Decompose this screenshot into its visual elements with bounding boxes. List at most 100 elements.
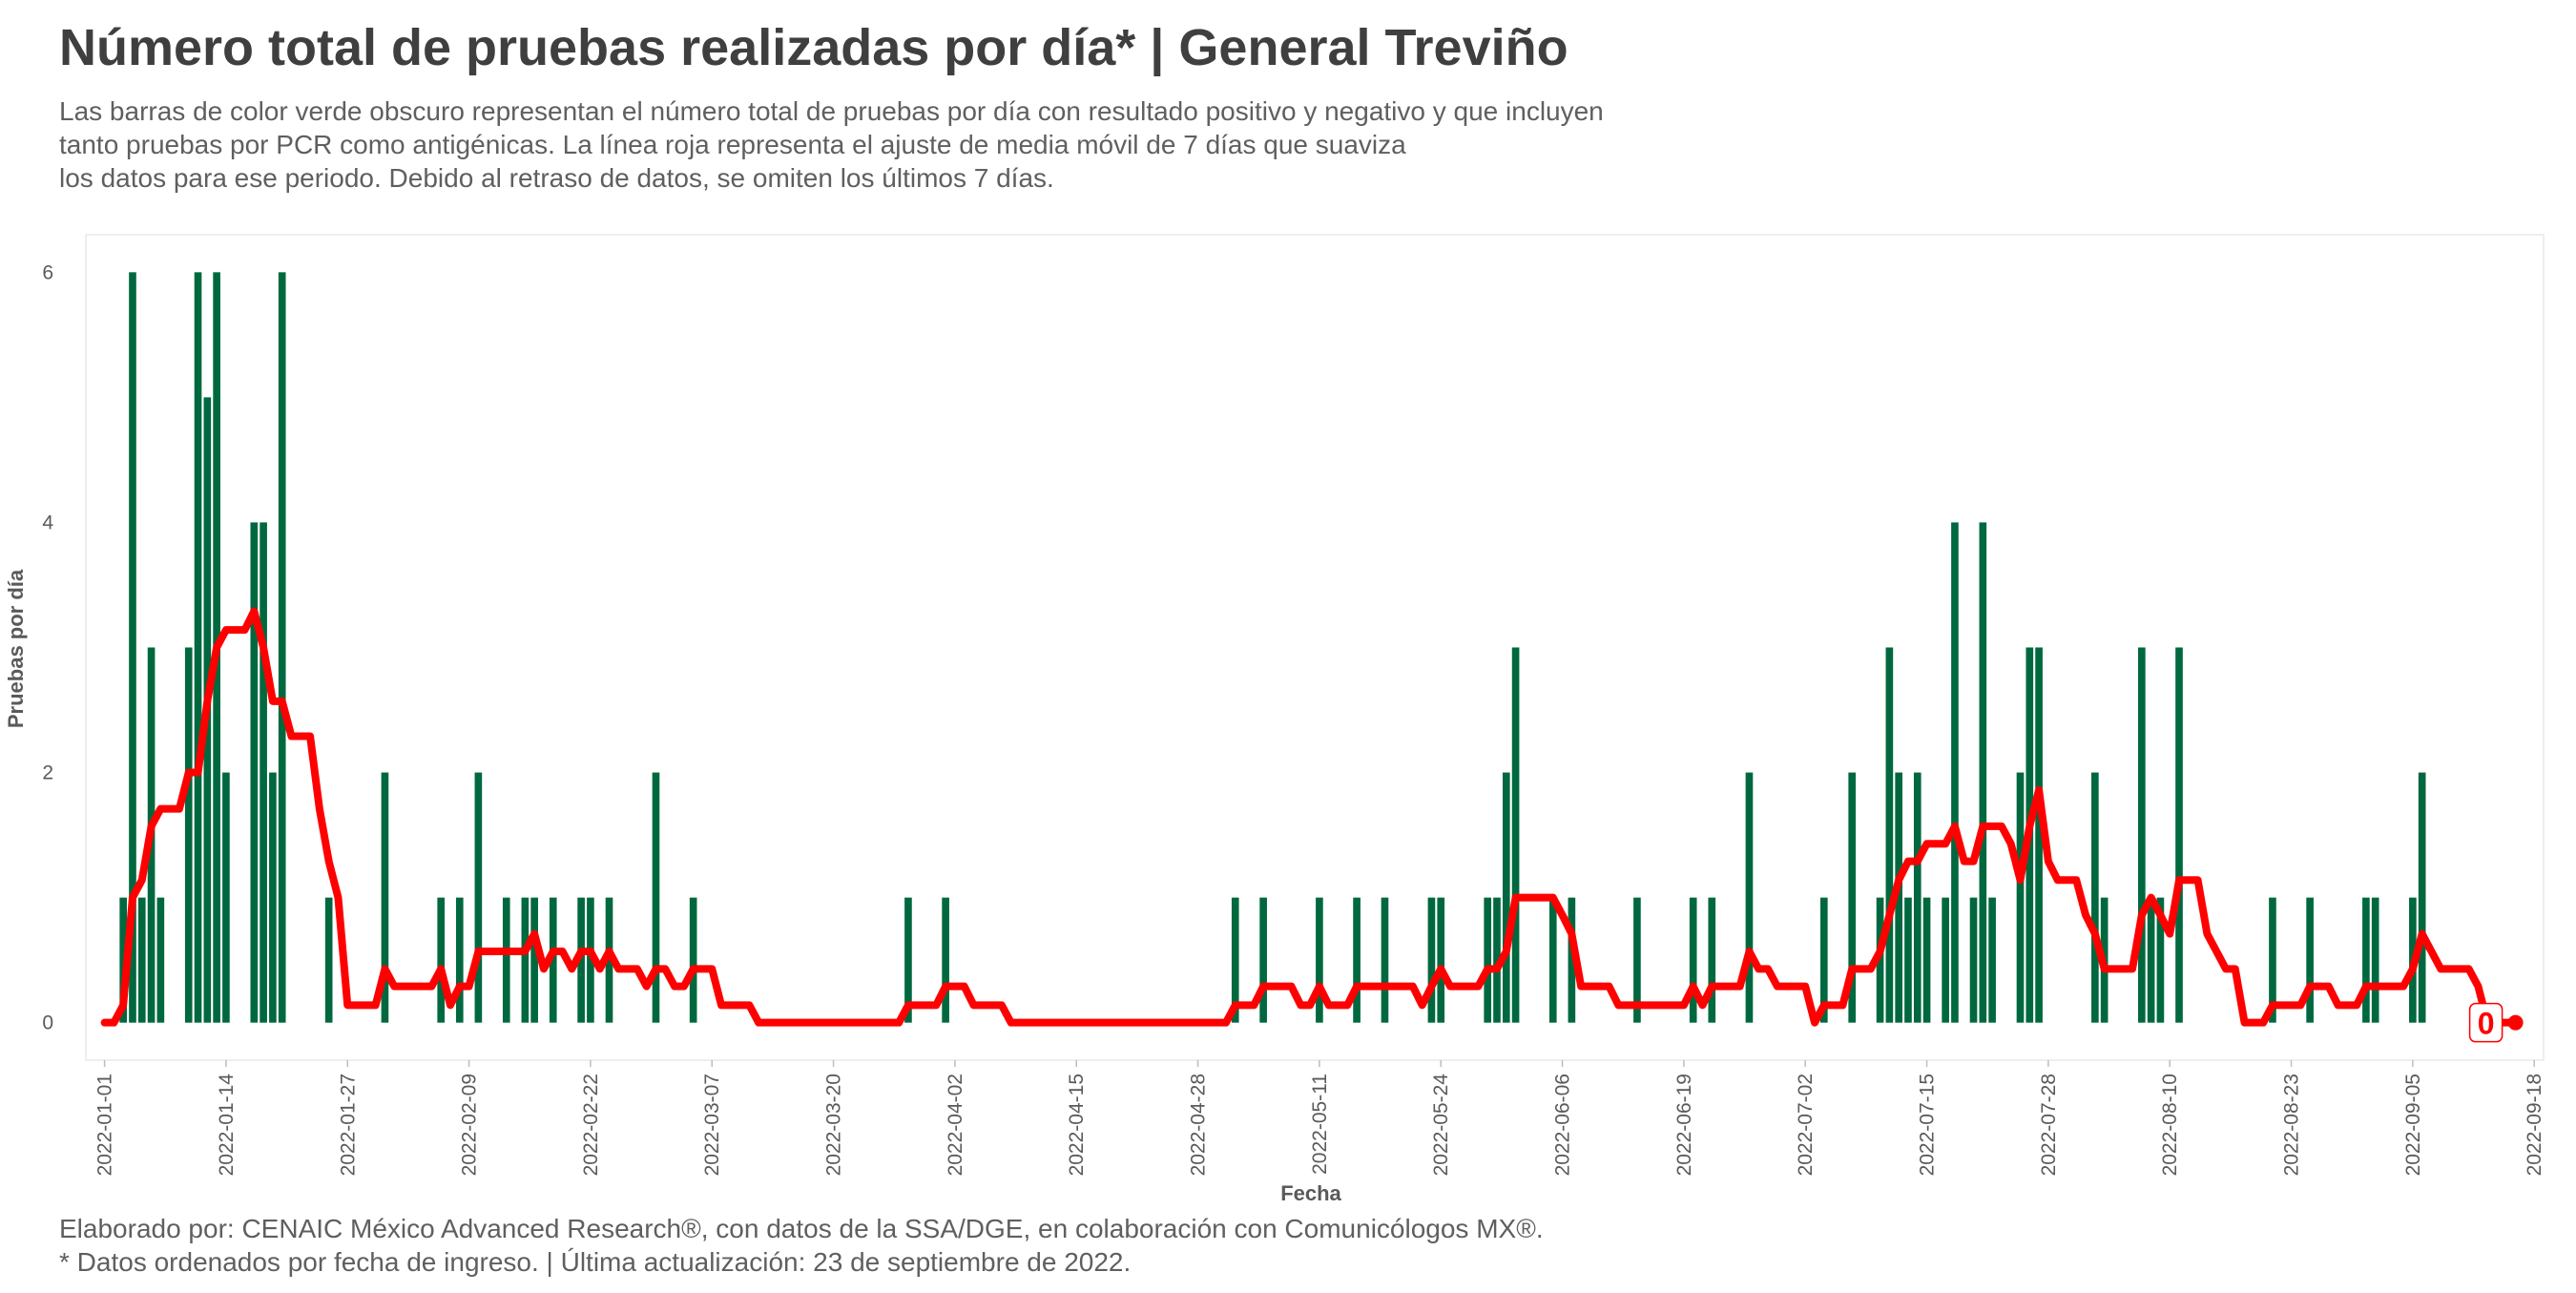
bar bbox=[137, 897, 146, 1023]
bar bbox=[1231, 897, 1239, 1023]
bar bbox=[1689, 897, 1697, 1023]
subtitle-line: los datos para ese periodo. Debido al re… bbox=[59, 163, 1054, 193]
x-tick-label: 2022-08-23 bbox=[2281, 1074, 2303, 1176]
bar bbox=[1951, 522, 1959, 1023]
moving-average-line bbox=[100, 607, 2520, 1027]
bar bbox=[1922, 897, 1931, 1023]
bar bbox=[1633, 897, 1641, 1023]
footer-line: Elaborado por: CENAIC México Advanced Re… bbox=[59, 1214, 1544, 1243]
footer-line: * Datos ordenados por fecha de ingreso. … bbox=[59, 1247, 1131, 1277]
bar bbox=[502, 897, 510, 1023]
bar bbox=[587, 897, 594, 1023]
bar bbox=[521, 897, 530, 1023]
x-tick-label: 2022-01-01 bbox=[94, 1074, 116, 1176]
bar bbox=[455, 897, 464, 1023]
x-tick-label: 2022-07-28 bbox=[2038, 1074, 2060, 1176]
bar bbox=[194, 272, 202, 1023]
x-tick-label: 2022-07-02 bbox=[1795, 1074, 1817, 1176]
end-label: 0 bbox=[2478, 1007, 2495, 1041]
bar bbox=[1568, 897, 1576, 1023]
bar bbox=[156, 897, 165, 1023]
bar bbox=[278, 272, 286, 1023]
bar bbox=[1427, 897, 1436, 1023]
bar bbox=[1848, 772, 1857, 1023]
bar bbox=[2016, 772, 2025, 1023]
bar bbox=[1988, 897, 1996, 1023]
bar bbox=[1484, 897, 1492, 1023]
bar bbox=[250, 522, 259, 1023]
bar bbox=[549, 897, 557, 1023]
bar bbox=[1819, 897, 1828, 1023]
x-tick-label: 2022-02-22 bbox=[580, 1074, 602, 1176]
y-tick-label: 6 bbox=[42, 261, 53, 283]
bar bbox=[2362, 897, 2370, 1023]
bar bbox=[2138, 647, 2146, 1023]
bar bbox=[1708, 897, 1716, 1023]
bar bbox=[1316, 897, 1323, 1023]
y-axis-title: Pruebas por día bbox=[4, 569, 28, 728]
x-tick-label: 2022-03-07 bbox=[701, 1074, 723, 1176]
bar bbox=[1904, 897, 1912, 1023]
x-tick-label: 2022-06-06 bbox=[1552, 1074, 1574, 1176]
bar bbox=[1979, 522, 1987, 1023]
bar bbox=[689, 897, 697, 1023]
bar bbox=[2035, 647, 2043, 1023]
y-tick-label: 2 bbox=[42, 762, 53, 784]
subtitle-line: Las barras de color verde obscuro repres… bbox=[59, 96, 1604, 126]
subtitle-line: tanto pruebas por PCR como antigénicas. … bbox=[59, 130, 1406, 159]
bar bbox=[222, 772, 230, 1023]
bar bbox=[2269, 897, 2276, 1023]
bar bbox=[1745, 772, 1754, 1023]
bar bbox=[2147, 897, 2155, 1023]
x-tick-label: 2022-04-02 bbox=[945, 1074, 966, 1176]
bar bbox=[2306, 897, 2314, 1023]
bar bbox=[1895, 772, 1902, 1023]
bar bbox=[324, 897, 333, 1023]
bar bbox=[2175, 647, 2183, 1023]
bar bbox=[1913, 772, 1922, 1023]
bar bbox=[2156, 897, 2165, 1023]
bar bbox=[381, 772, 389, 1023]
bar bbox=[652, 772, 660, 1023]
x-tick-label: 2022-03-20 bbox=[823, 1074, 845, 1176]
bar bbox=[605, 897, 613, 1023]
bar bbox=[1353, 897, 1361, 1023]
bar bbox=[1876, 897, 1884, 1023]
x-tick-label: 2022-06-19 bbox=[1673, 1074, 1695, 1176]
bar bbox=[2371, 897, 2379, 1023]
x-tick-label: 2022-04-15 bbox=[1066, 1074, 1088, 1176]
bar bbox=[1885, 647, 1894, 1023]
x-tick-label: 2022-05-11 bbox=[1309, 1074, 1331, 1175]
bar bbox=[1381, 897, 1389, 1023]
bar bbox=[474, 772, 483, 1023]
x-tick-label: 2022-05-24 bbox=[1430, 1074, 1452, 1177]
end-label-box bbox=[2468, 1002, 2503, 1043]
bar bbox=[1259, 897, 1267, 1023]
x-axis-title: Fecha bbox=[1280, 1181, 1341, 1205]
y-tick-label: 0 bbox=[42, 1012, 53, 1034]
bar bbox=[119, 897, 127, 1023]
bar bbox=[1942, 897, 1949, 1023]
bar bbox=[184, 647, 193, 1023]
bar bbox=[942, 897, 949, 1023]
bar bbox=[530, 897, 538, 1023]
bar bbox=[904, 897, 912, 1023]
chart-title: Número total de pruebas realizadas por d… bbox=[59, 19, 1568, 77]
end-point bbox=[2507, 1014, 2524, 1031]
plot-panel bbox=[85, 234, 2545, 1061]
x-tick-label: 2022-01-14 bbox=[216, 1074, 238, 1177]
bar bbox=[1548, 897, 1557, 1023]
bar bbox=[1502, 772, 1510, 1023]
bar bbox=[1493, 897, 1501, 1023]
bar bbox=[269, 772, 277, 1023]
bar bbox=[437, 897, 446, 1023]
x-tick-label: 2022-09-05 bbox=[2402, 1074, 2424, 1176]
bar bbox=[1969, 897, 1978, 1023]
bar bbox=[1511, 647, 1520, 1023]
x-tick-label: 2022-07-15 bbox=[1917, 1074, 1939, 1176]
x-tick-label: 2022-04-28 bbox=[1188, 1074, 1210, 1176]
bar bbox=[2091, 772, 2099, 1023]
x-tick-label: 2022-01-27 bbox=[337, 1074, 359, 1176]
